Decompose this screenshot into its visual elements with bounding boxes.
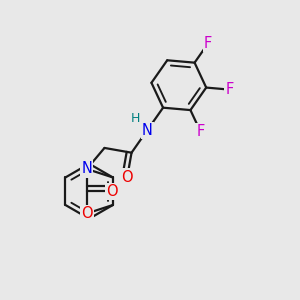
Text: F: F [196, 124, 204, 139]
Text: N: N [81, 161, 92, 176]
Text: H: H [131, 112, 140, 125]
Text: N: N [142, 123, 153, 138]
Text: O: O [106, 184, 117, 199]
Text: F: F [225, 82, 234, 97]
Text: F: F [204, 36, 212, 51]
Text: O: O [81, 206, 93, 221]
Text: O: O [122, 169, 133, 184]
